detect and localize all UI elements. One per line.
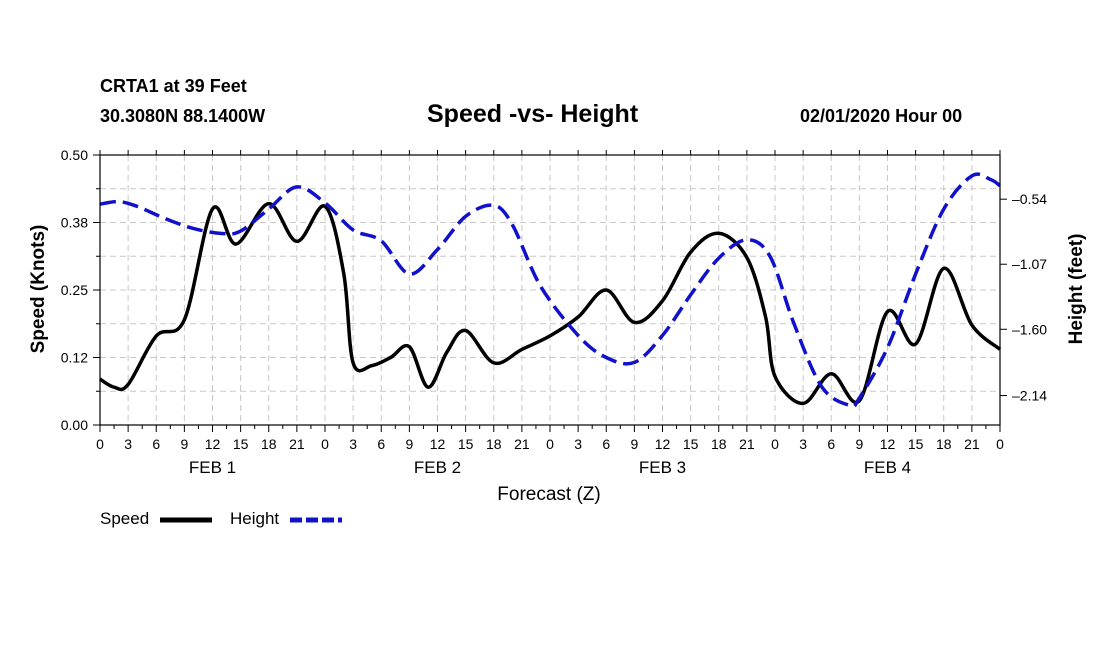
- y2-axis-label: Height (feet): [1066, 234, 1087, 345]
- y-tick-label: 0.50: [61, 147, 88, 163]
- series-lines: [99, 172, 1002, 409]
- x-tick-label: 0: [546, 436, 554, 452]
- x-tick-label: 3: [349, 436, 357, 452]
- x-tick-label: 6: [602, 436, 610, 452]
- x-tick-labels: 0 3 6 9 12 15 18 21 0 3 6 9 12 15 18 21 0 3 6 9 12 15 18 21 0 3 6 9…: [96, 436, 1004, 452]
- x-tick-label: 15: [458, 436, 474, 452]
- y-tick-label: 0.12: [61, 350, 88, 366]
- x-tick-label: 3: [574, 436, 582, 452]
- y2-tick-label: –2.14: [1012, 388, 1047, 404]
- x-tick-label: 18: [936, 436, 952, 452]
- y2-tick-labels: –0.54 –1.07 –1.60 –2.14: [1012, 191, 1047, 403]
- y-tick-label: 0.00: [61, 417, 88, 433]
- grid: [100, 155, 1000, 425]
- x-tick-label: 15: [908, 436, 924, 452]
- x-tick-label: 18: [486, 436, 502, 452]
- axis-ticks: [93, 150, 1007, 432]
- x-tick-label: 18: [261, 436, 277, 452]
- x-tick-label: 12: [205, 436, 221, 452]
- y2-tick-label: –1.07: [1012, 256, 1047, 272]
- x-tick-label: 6: [377, 436, 385, 452]
- day-label: FEB 4: [864, 458, 911, 477]
- x-tick-label: 0: [996, 436, 1004, 452]
- y-axis-label: Speed (Knots): [28, 225, 49, 354]
- location-label: 30.3080N 88.1400W: [100, 106, 266, 126]
- x-tick-label: 12: [880, 436, 896, 452]
- x-tick-label: 3: [799, 436, 807, 452]
- timestamp-label: 02/01/2020 Hour 00: [800, 106, 963, 126]
- x-tick-label: 9: [630, 436, 638, 452]
- x-tick-label: 0: [321, 436, 329, 452]
- series-line-height: [99, 172, 1002, 409]
- x-tick-label: 21: [514, 436, 530, 452]
- y2-tick-label: –0.54: [1012, 191, 1047, 207]
- x-tick-label: 0: [96, 436, 104, 452]
- x-tick-label: 9: [855, 436, 863, 452]
- y-tick-label: 0.38: [61, 215, 88, 231]
- x-tick-label: 6: [827, 436, 835, 452]
- x-tick-label: 12: [430, 436, 446, 452]
- day-label: FEB 1: [189, 458, 236, 477]
- x-tick-label: 21: [739, 436, 755, 452]
- x-tick-label: 21: [964, 436, 980, 452]
- legend-label-speed: Speed: [100, 509, 149, 528]
- x-tick-label: 9: [405, 436, 413, 452]
- day-label: FEB 3: [639, 458, 686, 477]
- plot-frame: [99, 154, 1001, 426]
- day-label: FEB 2: [414, 458, 461, 477]
- chart-title: Speed -vs- Height: [427, 100, 639, 128]
- station-label: CRTA1 at 39 Feet: [100, 76, 247, 96]
- x-tick-label: 3: [124, 436, 132, 452]
- x-tick-label: 6: [152, 436, 160, 452]
- x-axis-label: Forecast (Z): [497, 484, 600, 505]
- legend-label-height: Height: [230, 509, 279, 528]
- y-tick-labels: 0.00 0.12 0.25 0.38 0.50: [61, 147, 88, 433]
- x-tick-label: 0: [771, 436, 779, 452]
- series-line-speed: [99, 201, 1002, 406]
- x-tick-label: 21: [289, 436, 305, 452]
- y2-tick-label: –1.60: [1012, 321, 1047, 337]
- day-labels: FEB 1 FEB 2 FEB 3 FEB 4: [189, 458, 911, 477]
- x-tick-label: 18: [711, 436, 727, 452]
- y-tick-label: 0.25: [61, 282, 88, 298]
- x-tick-label: 9: [180, 436, 188, 452]
- x-tick-label: 12: [655, 436, 671, 452]
- x-tick-label: 15: [683, 436, 699, 452]
- x-tick-label: 15: [233, 436, 249, 452]
- legend: Speed Height: [100, 509, 342, 528]
